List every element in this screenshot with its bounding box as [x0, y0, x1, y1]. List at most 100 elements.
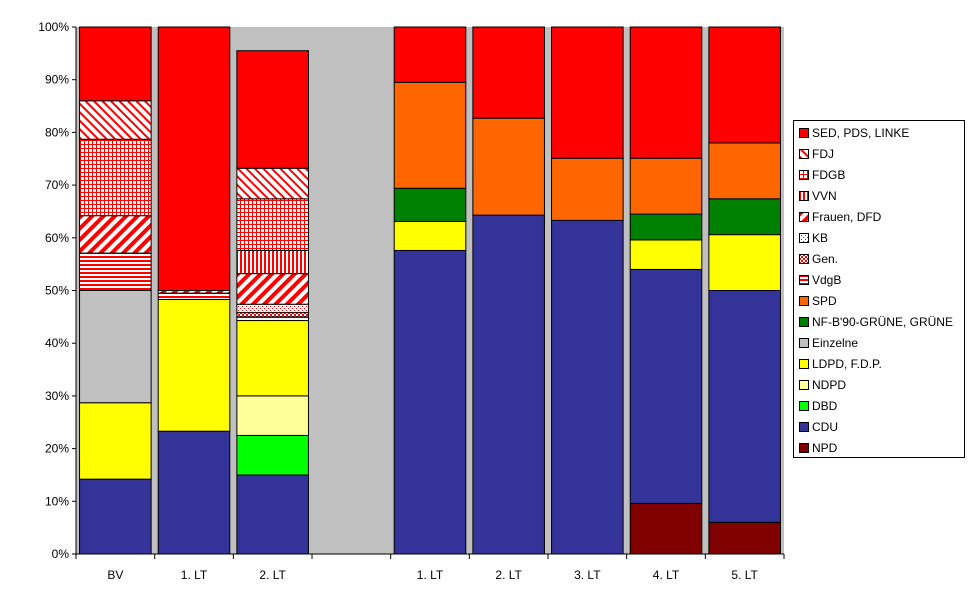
legend-label: LDPD, F.D.P.	[812, 357, 882, 371]
legend-label: KB	[812, 231, 829, 245]
legend-item: NPD	[799, 440, 837, 456]
y-tick-label: 20%	[45, 442, 69, 456]
y-tick-label: 30%	[45, 389, 69, 403]
bar-segment	[157, 292, 231, 300]
y-tick-label: 40%	[45, 336, 69, 350]
x-tick-label: 2. LT	[495, 568, 522, 582]
legend-label: VdgB	[812, 273, 842, 287]
legend-label: NDPD	[812, 378, 847, 392]
bar-segment	[236, 167, 309, 200]
bar-segment	[472, 26, 545, 119]
bar-segment	[708, 198, 781, 236]
legend: SED, PDS, LINKE FDJ FDGB VVN Frauen, DFD KB Ge…	[793, 120, 965, 458]
legend-swatch	[799, 401, 809, 411]
bar-segment	[393, 249, 467, 555]
bar-segment	[79, 252, 152, 291]
legend-label: NPD	[812, 441, 838, 455]
legend-swatch	[799, 359, 809, 369]
bar-segment	[79, 290, 152, 404]
bar-segment	[236, 474, 309, 555]
bar-segment	[708, 521, 781, 555]
legend-swatch	[799, 254, 809, 264]
y-tick-label: 10%	[45, 494, 69, 508]
legend-label: NF-B'90-GRÜNE, GRÜNE	[812, 315, 953, 329]
bar-segment	[79, 215, 152, 254]
legend-swatch	[799, 170, 809, 180]
legend-label: Einzelne	[812, 336, 859, 350]
bar-segment	[236, 249, 309, 275]
x-tick-label: BV	[107, 568, 123, 582]
legend-label: SPD	[812, 294, 837, 308]
legend-swatch	[799, 380, 809, 390]
bar-segment	[157, 298, 231, 432]
bar-segment	[157, 430, 231, 555]
legend-item: KB	[799, 230, 828, 246]
y-tick-label: 50%	[45, 284, 69, 298]
legend-swatch	[799, 191, 809, 201]
bar-segment	[629, 502, 703, 555]
legend-label: DBD	[812, 399, 838, 413]
bar-segment	[79, 478, 152, 555]
x-tick-label: 1. LT	[181, 568, 208, 582]
y-tick-label: 0%	[52, 547, 70, 561]
bar-segment	[236, 198, 309, 251]
legend-swatch	[799, 149, 809, 159]
legend-swatch	[799, 212, 809, 222]
x-tick-label: 2. LT	[259, 568, 286, 582]
legend-label: CDU	[812, 420, 838, 434]
legend-label: SED, PDS, LINKE	[812, 126, 910, 140]
legend-item: SPD	[799, 293, 837, 309]
bar-segment	[393, 26, 467, 83]
bar-segment	[629, 268, 703, 504]
bar-segment	[236, 320, 309, 397]
legend-item: SED, PDS, LINKE	[799, 125, 909, 141]
bar-segment	[472, 214, 545, 555]
bar-segment	[472, 117, 545, 216]
bar-segment	[708, 234, 781, 291]
legend-item: DBD	[799, 398, 837, 414]
axes-group: 0% 10% 20% 30% 40% 50% 60% 70% 80% 90% 100% BV 1. LT…	[38, 20, 785, 582]
bar-segment	[629, 157, 703, 215]
bar-segment	[551, 26, 624, 159]
bar-segment	[236, 434, 309, 476]
bar-segment	[236, 50, 309, 169]
bar-segment	[551, 157, 624, 221]
bar-segment	[629, 239, 703, 270]
legend-swatch	[799, 275, 809, 285]
bar-segment	[236, 303, 309, 314]
legend-item: VdgB	[799, 272, 841, 288]
legend-item: Einzelne	[799, 335, 858, 351]
y-tick-label: 80%	[45, 125, 69, 139]
legend-item: NF-B'90-GRÜNE, GRÜNE	[799, 314, 953, 330]
legend-label: FDGB	[812, 168, 846, 182]
bar-segment	[157, 26, 231, 291]
bar-segment	[236, 316, 309, 322]
bar-segment	[236, 273, 309, 305]
legend-item: VVN	[799, 188, 837, 204]
x-tick-label: 4. LT	[653, 568, 680, 582]
bar-segment	[79, 26, 152, 102]
legend-item: Gen.	[799, 251, 838, 267]
bar-segment	[708, 26, 781, 144]
bar-segment	[551, 219, 624, 555]
legend-swatch	[799, 443, 809, 453]
bar-segment	[393, 187, 467, 222]
legend-item: NDPD	[799, 377, 846, 393]
bars-group	[79, 26, 781, 555]
legend-item: FDGB	[799, 167, 845, 183]
legend-swatch	[799, 422, 809, 432]
legend-item: CDU	[799, 419, 838, 435]
bar-segment	[236, 395, 309, 436]
legend-swatch	[799, 128, 809, 138]
y-tick-label: 60%	[45, 231, 69, 245]
y-tick-label: 90%	[45, 73, 69, 87]
bar-segment	[629, 213, 703, 241]
legend-label: Frauen, DFD	[812, 210, 882, 224]
legend-item: FDJ	[799, 146, 834, 162]
legend-label: VVN	[812, 189, 837, 203]
bar-segment	[629, 26, 703, 159]
legend-label: Gen.	[812, 252, 839, 266]
bar-segment	[236, 312, 309, 318]
